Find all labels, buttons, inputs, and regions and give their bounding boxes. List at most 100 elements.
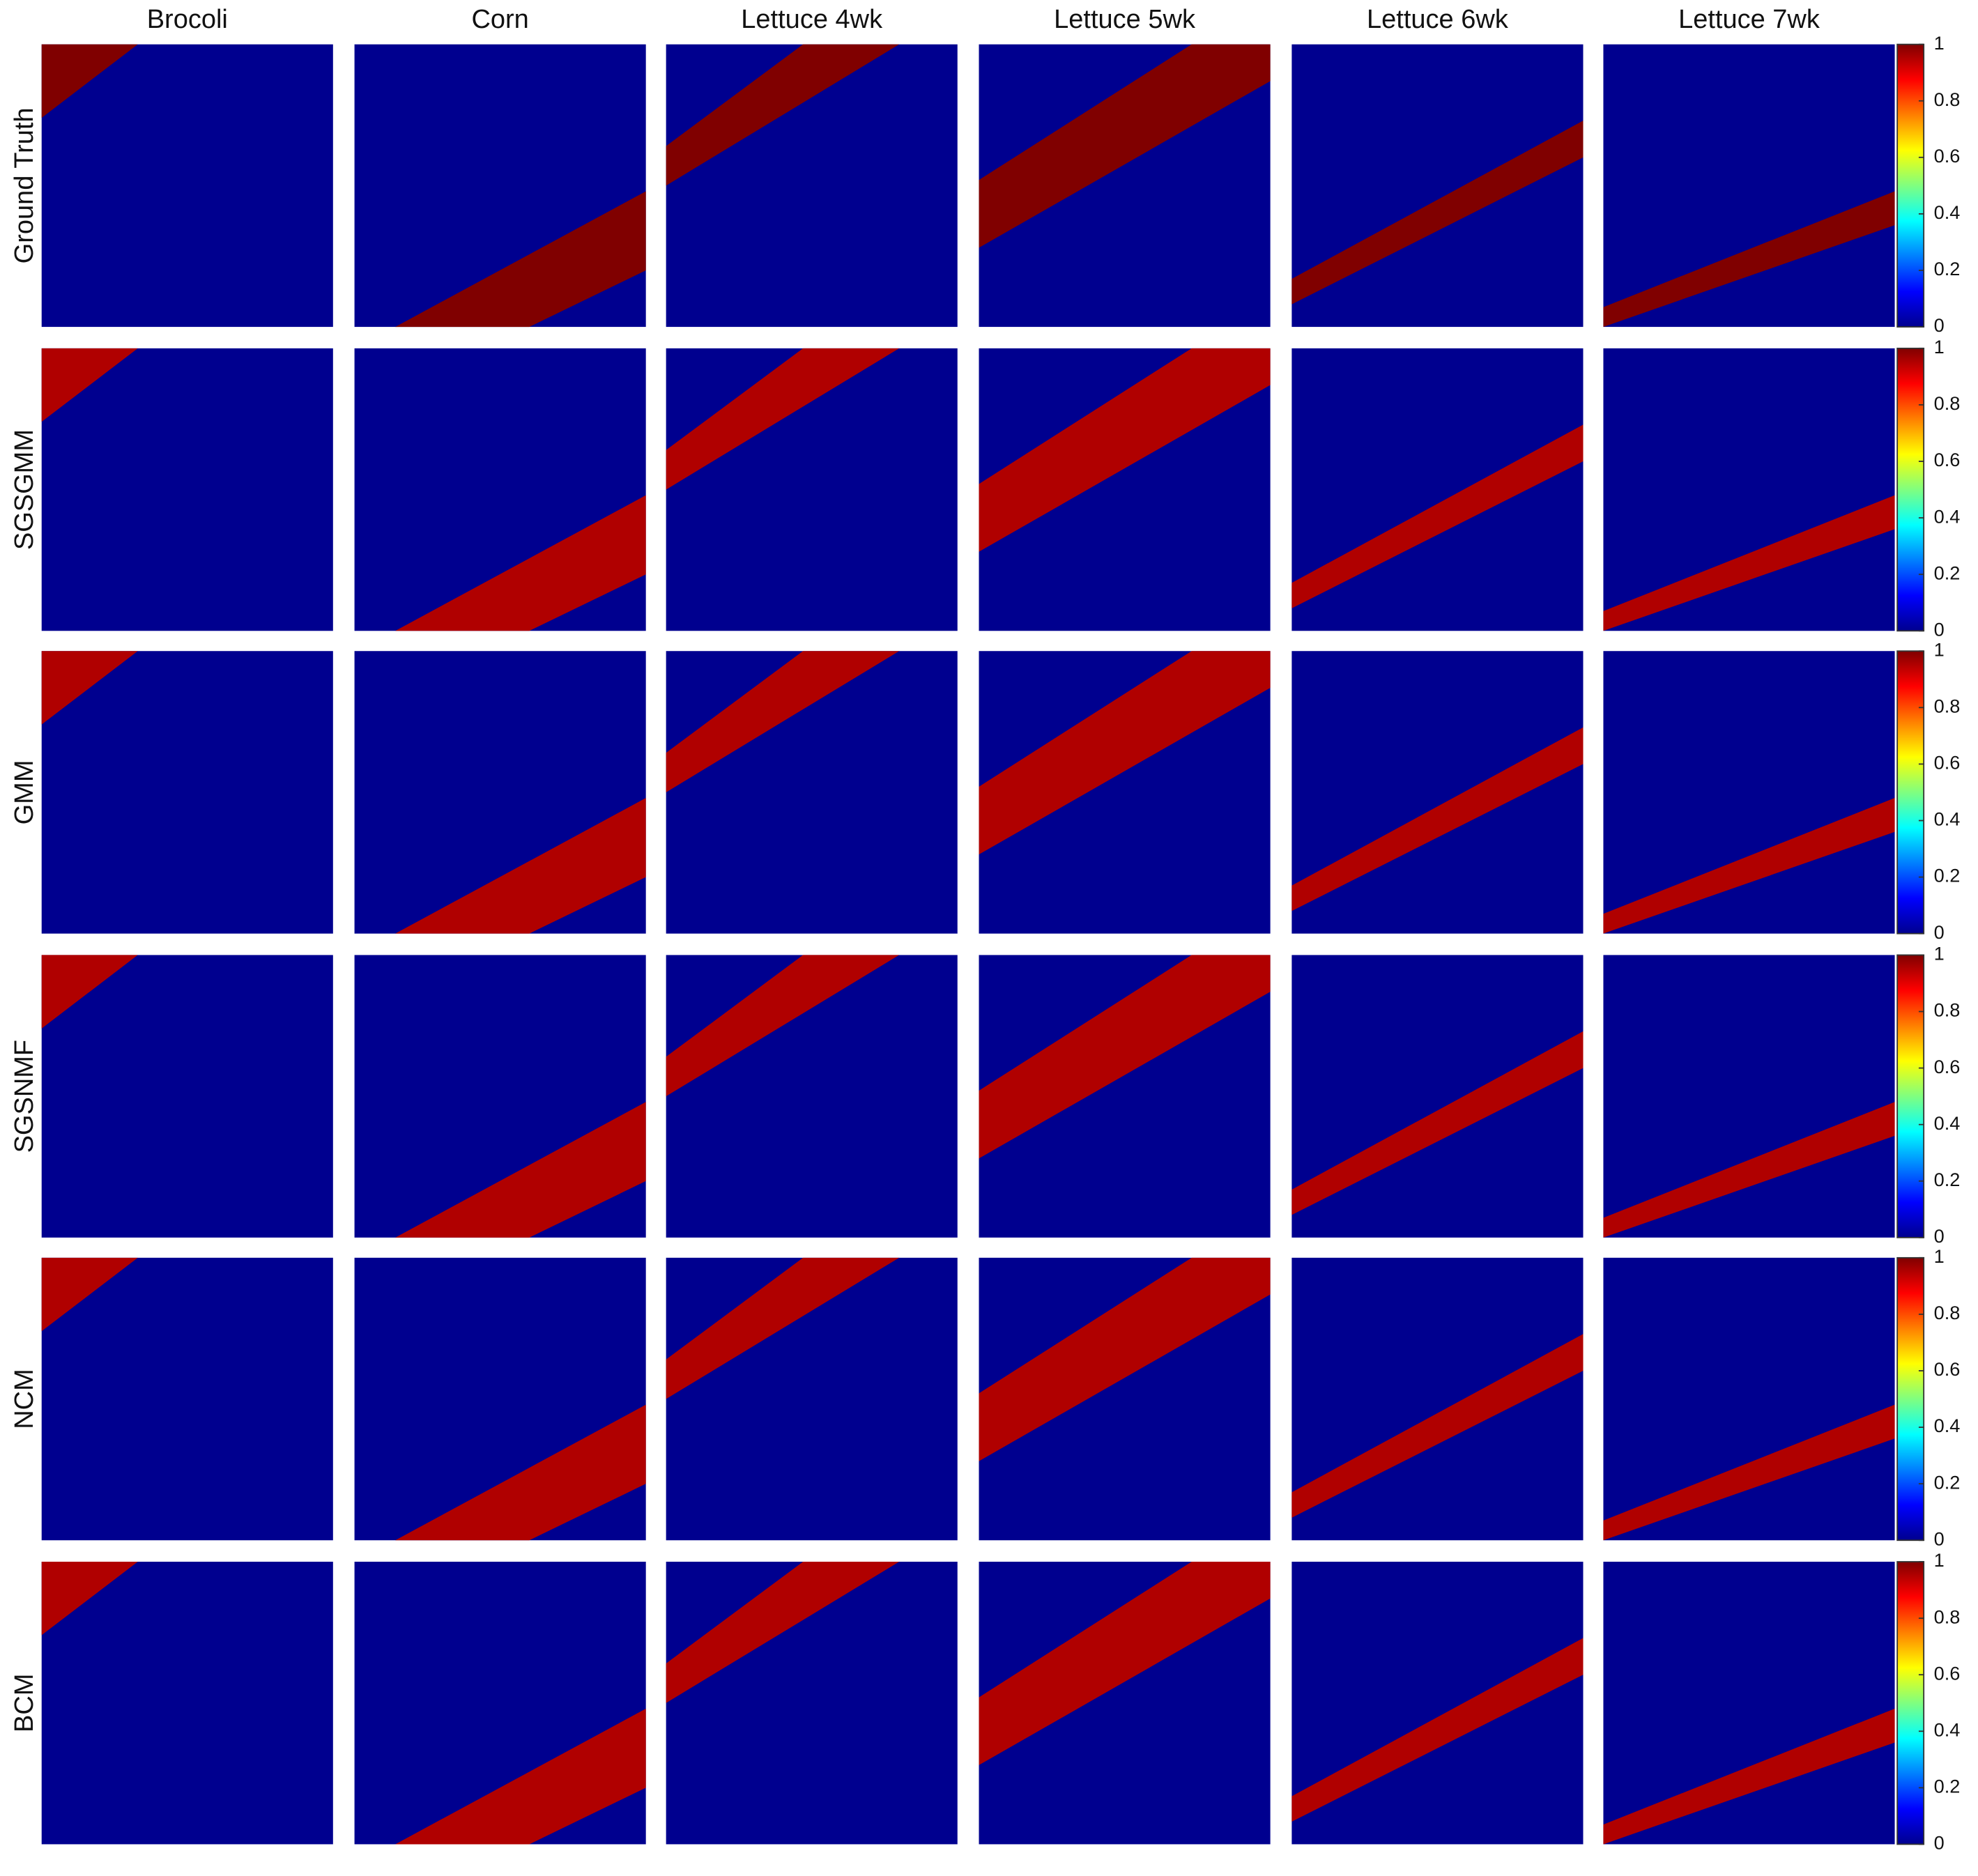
- colorbar-tick-label: 0.6: [1934, 1358, 1961, 1380]
- colorbar-tick-label: 0.8: [1934, 1302, 1961, 1323]
- abundance-map: [1291, 1562, 1584, 1845]
- colorbar-tick-label: 0.2: [1934, 865, 1961, 886]
- colorbar-tick-label: 0.4: [1934, 1112, 1961, 1134]
- abundance-band: [41, 44, 138, 118]
- colorbar-tick-label: 0.6: [1934, 1056, 1961, 1077]
- colorbar-tick-label: 0.4: [1934, 505, 1961, 527]
- abundance-band: [979, 44, 1271, 248]
- colorbar-tick-label: 0.6: [1934, 145, 1961, 167]
- colorbar: [1896, 650, 1925, 935]
- abundance-map: [1291, 1257, 1584, 1541]
- abundance-map: [1291, 44, 1584, 328]
- colorbar-tick-label: 0.6: [1934, 1662, 1961, 1684]
- abundance-map: [1603, 651, 1895, 934]
- colorbar: [1896, 347, 1925, 632]
- abundance-band: [395, 495, 646, 631]
- abundance-band: [1291, 1031, 1584, 1215]
- colorbar-tick-label: 0.2: [1934, 258, 1961, 279]
- abundance-band: [666, 651, 900, 792]
- abundance-map: [1291, 651, 1584, 934]
- abundance-band: [41, 348, 138, 422]
- abundance-band: [1603, 191, 1895, 328]
- abundance-band: [1291, 121, 1584, 305]
- abundance-band: [395, 191, 646, 328]
- colorbar-tick-label: 1: [1934, 32, 1945, 54]
- colorbar: [1896, 43, 1925, 328]
- colorbar-tick-label: 0: [1934, 921, 1945, 943]
- abundance-map: [1603, 955, 1895, 1238]
- abundance-map: [41, 1562, 333, 1845]
- abundance-band: [395, 1102, 646, 1238]
- abundance-band: [666, 1257, 900, 1399]
- abundance-band: [1291, 1638, 1584, 1822]
- abundance-band: [395, 798, 646, 934]
- colorbar: [1896, 954, 1925, 1238]
- colorbar-tick-label: 0.2: [1934, 1776, 1961, 1797]
- colorbar-tick-label: 0.6: [1934, 449, 1961, 470]
- colorbar-tick-label: 0.2: [1934, 1169, 1961, 1190]
- abundance-map: [41, 44, 333, 328]
- colorbar-tick-label: 0: [1934, 1225, 1945, 1247]
- abundance-band: [666, 348, 900, 490]
- abundance-map: [41, 955, 333, 1238]
- abundance-band: [979, 651, 1271, 855]
- colorbar: [1896, 1256, 1925, 1541]
- abundance-band: [666, 1562, 900, 1703]
- row-label: SGSGMM: [10, 429, 39, 550]
- column-title: Lettuce 5wk: [1054, 5, 1196, 34]
- row-label: SGSNMF: [10, 1040, 39, 1153]
- colorbar-tick-label: 0.8: [1934, 999, 1961, 1021]
- colorbar-tick-label: 0.8: [1934, 695, 1961, 716]
- abundance-band: [395, 1708, 646, 1845]
- column-title: Lettuce 6wk: [1367, 5, 1509, 34]
- colorbar-tick-label: 0: [1934, 1528, 1945, 1549]
- abundance-map: [41, 1257, 333, 1541]
- colorbar-tick-label: 0.8: [1934, 1606, 1961, 1627]
- abundance-band: [979, 348, 1271, 552]
- abundance-band: [1603, 1102, 1895, 1238]
- abundance-map: [1291, 955, 1584, 1238]
- abundance-map: [1603, 44, 1895, 328]
- column-title: Brocoli: [147, 5, 228, 34]
- abundance-band: [1603, 798, 1895, 934]
- column-title: Corn: [471, 5, 528, 34]
- column-title: Lettuce 4wk: [741, 5, 883, 34]
- abundance-map: [1603, 1562, 1895, 1845]
- colorbar-tick-label: 0.2: [1934, 562, 1961, 583]
- abundance-band: [1291, 424, 1584, 608]
- colorbar-tick-label: 0.4: [1934, 808, 1961, 830]
- abundance-band: [1603, 495, 1895, 631]
- colorbar-tick-label: 0: [1934, 314, 1945, 336]
- abundance-band: [1603, 1708, 1895, 1845]
- colorbar-tick-label: 0: [1934, 618, 1945, 640]
- colorbar-tick-label: 1: [1934, 943, 1945, 964]
- abundance-band: [666, 44, 900, 186]
- colorbar-tick-label: 0.6: [1934, 752, 1961, 774]
- row-label: Ground Truth: [10, 107, 39, 263]
- abundance-map: [1603, 348, 1895, 631]
- colorbar-tick-label: 0.4: [1934, 201, 1961, 223]
- abundance-band: [1291, 1334, 1584, 1518]
- abundance-band: [979, 1562, 1271, 1765]
- colorbar-tick-label: 0.4: [1934, 1415, 1961, 1436]
- colorbar-tick-label: 0.2: [1934, 1471, 1961, 1493]
- colorbar-tick-label: 0.4: [1934, 1719, 1961, 1740]
- abundance-map: [41, 651, 333, 934]
- abundance-map: [1291, 348, 1584, 631]
- column-title: Lettuce 7wk: [1678, 5, 1820, 34]
- abundance-band: [395, 1404, 646, 1541]
- row-label: NCM: [10, 1369, 39, 1429]
- row-label: GMM: [10, 760, 39, 825]
- colorbar-tick-label: 1: [1934, 336, 1945, 357]
- abundance-map: [1603, 1257, 1895, 1541]
- colorbar-tick-label: 1: [1934, 1245, 1945, 1267]
- abundance-band: [979, 1257, 1271, 1461]
- abundance-map: [41, 348, 333, 631]
- abundance-band: [979, 955, 1271, 1159]
- colorbar-tick-label: 0.8: [1934, 392, 1961, 414]
- colorbar-tick-label: 1: [1934, 1549, 1945, 1571]
- colorbar-tick-label: 0.8: [1934, 89, 1961, 110]
- abundance-band: [666, 955, 900, 1097]
- colorbar-tick-label: 1: [1934, 638, 1945, 660]
